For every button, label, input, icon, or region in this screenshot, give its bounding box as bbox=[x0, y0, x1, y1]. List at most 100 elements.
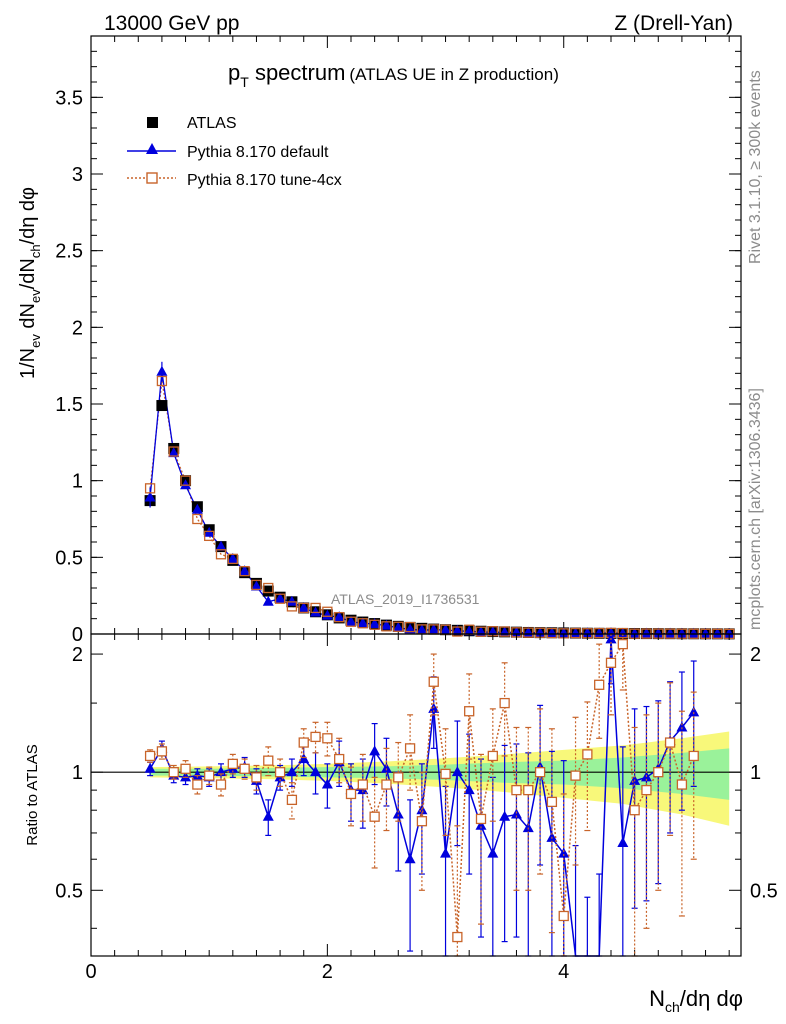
default-data-point bbox=[357, 617, 369, 628]
tune-ratio-point bbox=[251, 772, 262, 783]
tune-data-point bbox=[286, 601, 298, 612]
default-data-point bbox=[570, 627, 582, 638]
tune-data-point bbox=[369, 619, 380, 630]
ratio-axes: 0.5 0.5 1 1 2 2 0 2 4 bbox=[55, 634, 778, 983]
default-ratio-point bbox=[262, 810, 274, 821]
tune-ratio-point bbox=[558, 910, 569, 922]
ratio-frame bbox=[90, 633, 742, 957]
tune-ratio-point bbox=[369, 811, 380, 822]
ratio-x-tick-label: 0 bbox=[85, 961, 96, 983]
ratio-y-axis-label: Ratio to ATLAS bbox=[24, 744, 41, 845]
default-data-point bbox=[711, 627, 723, 638]
tune-data-point bbox=[546, 627, 558, 639]
main-y-tick-label: 3.5 bbox=[55, 87, 83, 109]
tune-ratio-point bbox=[428, 676, 439, 687]
tune-data-point bbox=[215, 549, 227, 560]
chart-title-word: spectrum bbox=[255, 60, 345, 85]
default-data-point bbox=[593, 627, 605, 638]
ratio-x-tick-label: 2 bbox=[322, 961, 333, 983]
atlas-data-point bbox=[262, 585, 274, 597]
tune-data-point bbox=[204, 530, 215, 542]
ratio-y-tick-label-right: 1 bbox=[750, 762, 761, 784]
default-ratio-point bbox=[522, 822, 534, 833]
tune-ratio-point bbox=[298, 737, 309, 748]
header-right-label: Z (Drell-Yan) bbox=[614, 12, 733, 35]
legend-tune-marker bbox=[146, 172, 158, 184]
default-data-point bbox=[664, 627, 676, 638]
ratio-y-tick-label: 0.5 bbox=[55, 880, 83, 902]
tune-data-point bbox=[475, 626, 487, 637]
default-data-point bbox=[156, 365, 168, 376]
tune-data-point bbox=[499, 626, 510, 637]
tune-ratio-point bbox=[404, 743, 416, 754]
tune-data-point bbox=[156, 375, 168, 387]
tune-ratio-point bbox=[605, 657, 617, 668]
tune-data-point bbox=[334, 611, 345, 623]
tune-data-point bbox=[452, 626, 463, 637]
tune-ratio-point bbox=[227, 758, 238, 770]
default-data-point bbox=[168, 447, 180, 458]
legend-atlas-label: ATLAS bbox=[187, 115, 237, 132]
tune-data-point bbox=[192, 513, 203, 525]
default-data-point bbox=[640, 627, 652, 638]
ratio-y-tick-label-right: 0.5 bbox=[750, 880, 778, 902]
default-data-point bbox=[298, 601, 310, 612]
default-data-point bbox=[321, 609, 333, 620]
default-data-point bbox=[676, 627, 688, 638]
default-data-point bbox=[723, 627, 735, 638]
tune-ratio-point bbox=[546, 796, 558, 808]
tune-ratio-point bbox=[487, 750, 498, 762]
tune-ratio-line bbox=[149, 641, 695, 938]
tune-data-point bbox=[322, 606, 333, 617]
default-ratio-point bbox=[392, 808, 404, 819]
tune-ratio-point bbox=[144, 750, 156, 762]
default-ratio-point bbox=[451, 766, 463, 777]
default-data-point bbox=[629, 627, 641, 638]
tune-ratio-point bbox=[357, 779, 368, 790]
ratio-y-tick-label-right: 2 bbox=[750, 644, 761, 666]
tune-ratio-point bbox=[534, 767, 546, 778]
tune-ratio-point bbox=[192, 779, 203, 790]
default-data-point bbox=[463, 625, 475, 636]
tune-ratio-point bbox=[523, 784, 534, 796]
tune-ratio-point bbox=[334, 753, 345, 765]
default-ratio-point bbox=[487, 847, 499, 858]
main-y-tick-label: 1 bbox=[72, 471, 83, 493]
main-y-tick-label: 3 bbox=[72, 164, 83, 186]
tune-ratio-point bbox=[617, 638, 628, 650]
tune-ratio-point bbox=[511, 784, 522, 796]
default-data-point bbox=[227, 552, 239, 563]
main-axes: 0 0.5 1 1.5 2 2.5 3 3.5 bbox=[55, 35, 741, 646]
tune-data-point bbox=[345, 616, 357, 627]
tune-data-point bbox=[310, 602, 321, 614]
tune-data-point bbox=[144, 483, 156, 494]
default-data-point bbox=[688, 627, 700, 638]
default-data-point bbox=[546, 627, 558, 638]
tune-ratio-point bbox=[286, 794, 298, 806]
reference-label: ATLAS_2019_I1736531 bbox=[331, 591, 480, 607]
tune-ratio-point bbox=[499, 697, 510, 709]
default-data-point bbox=[558, 627, 570, 638]
default-data-point bbox=[416, 624, 428, 635]
tune-ratio-point bbox=[653, 767, 664, 778]
default-ratio-point bbox=[688, 706, 700, 717]
tune-data-point bbox=[251, 579, 262, 591]
default-ratio-point bbox=[463, 784, 475, 795]
default-data-point bbox=[581, 627, 593, 638]
default-data-point bbox=[262, 595, 274, 606]
tune-ratio-point bbox=[310, 731, 321, 743]
chart-title: pT spectrum (ATLAS UE in Z production) bbox=[228, 60, 559, 90]
default-ratio-point bbox=[380, 762, 392, 773]
legend-default-marker bbox=[146, 143, 158, 154]
default-data-point bbox=[239, 565, 251, 576]
tune-data-point bbox=[570, 627, 581, 639]
default-data-point bbox=[215, 540, 227, 551]
chart-title-paren: (ATLAS UE in Z production) bbox=[349, 65, 558, 84]
default-data-point bbox=[392, 621, 404, 632]
ratio-panel: 0.5 0.5 1 1 2 2 0 2 4 Ratio to ATLAS bbox=[24, 633, 778, 983]
default-data-point bbox=[333, 611, 345, 622]
default-ratio-point bbox=[558, 847, 570, 858]
main-y-tick-label: 0 bbox=[72, 624, 83, 646]
default-data-point bbox=[345, 615, 357, 626]
tune-data-point bbox=[168, 446, 179, 457]
